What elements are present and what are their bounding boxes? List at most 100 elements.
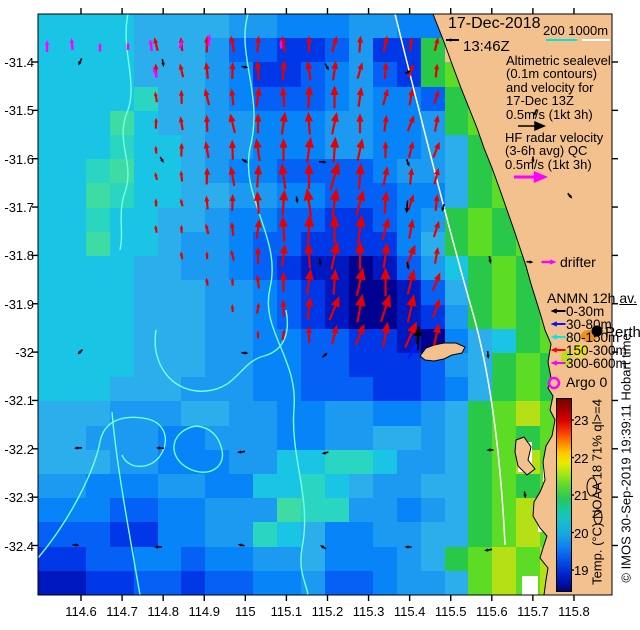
- sst-cell: [157, 498, 182, 523]
- sst-cell: [133, 159, 158, 184]
- sst-cell: [301, 38, 325, 63]
- sst-cell: [133, 449, 158, 474]
- sst-cell: [516, 207, 541, 232]
- sst-cell: [109, 62, 134, 87]
- sst-cell: [157, 280, 182, 305]
- sst-cell: [444, 86, 469, 111]
- sst-cell: [229, 183, 254, 208]
- sst-cell: [372, 377, 397, 402]
- sst-cell: [420, 498, 445, 523]
- sst-cell: [420, 546, 445, 571]
- sst-cell: [324, 546, 349, 571]
- sst-cell: [229, 38, 254, 63]
- lon-tick-label: 115.8: [558, 604, 590, 619]
- sst-cell: [205, 62, 230, 87]
- sst-cell: [396, 522, 421, 547]
- sst-cell: [301, 159, 325, 184]
- sst-cell: [157, 14, 182, 39]
- sst-cell: [324, 14, 349, 39]
- sst-cell: [372, 14, 397, 39]
- sst-cell: [468, 159, 493, 184]
- sst-cell: [324, 473, 349, 499]
- sst-cell: [420, 62, 445, 87]
- lat-tick-label: -31.5: [4, 103, 34, 119]
- sst-cell: [492, 280, 517, 305]
- sst-cell: [324, 449, 349, 474]
- sst-cell: [324, 207, 349, 232]
- sst-cell: [38, 377, 62, 402]
- sst-cell: [38, 207, 62, 232]
- sst-cell: [468, 110, 493, 136]
- sst-cell: [181, 280, 206, 305]
- sst-cell: [420, 570, 445, 595]
- sst-cell: [253, 183, 278, 208]
- sst-cell: [540, 304, 565, 329]
- sst-cell: [38, 110, 62, 136]
- sst-cell: [157, 570, 182, 595]
- sst-cell: [85, 256, 110, 281]
- sst-cell: [181, 304, 206, 329]
- anmn-depth-label: 30-80m: [566, 317, 612, 332]
- sst-cell: [444, 280, 469, 305]
- lon-tick-label: 114.9: [188, 604, 221, 619]
- sst-cell: [133, 473, 158, 499]
- sst-cell: [420, 38, 445, 63]
- hf-legend-line: HF radar velocity: [505, 130, 604, 145]
- sst-cell: [396, 546, 421, 571]
- sst-cell: [157, 352, 182, 378]
- hf-radar-legend: HF radar velocity (3-6h avg) QC 0.5m/s (1k…: [505, 130, 604, 172]
- sst-cell: [277, 207, 302, 232]
- sst-cell: [133, 401, 158, 426]
- sst-cell: [38, 449, 62, 474]
- lon-tick-label: 115: [234, 604, 256, 619]
- sst-cell: [61, 498, 86, 523]
- sst-cell: [253, 498, 278, 523]
- sst-cell: [516, 546, 541, 571]
- sst-cell: [372, 352, 397, 378]
- sst-cell: [324, 304, 349, 329]
- lat-tick-label: -32.3: [4, 490, 34, 506]
- sst-cell: [540, 328, 565, 353]
- sst-cell: [444, 328, 469, 353]
- sst-cell: [157, 256, 182, 281]
- sst-cell: [38, 86, 62, 111]
- sst-cell: [85, 38, 110, 63]
- sst-cell: [229, 522, 254, 547]
- sst-cell: [372, 135, 397, 160]
- sst-cell: [420, 377, 445, 402]
- sst-cell: [157, 62, 182, 87]
- sst-cell: [253, 110, 278, 136]
- sst-cell: [372, 62, 397, 87]
- lat-tick-label: -31.9: [4, 296, 34, 312]
- sst-cell: [277, 546, 302, 571]
- sst-cell: [492, 498, 517, 523]
- lon-tick-label: 115.1: [270, 604, 303, 619]
- sst-cell: [157, 473, 182, 499]
- sst-cell: [38, 304, 62, 329]
- sst-cell: [133, 377, 158, 402]
- sst-cell: [348, 231, 373, 257]
- sst-cell: [205, 401, 230, 426]
- sst-cell: [468, 256, 493, 281]
- sst-cell: [372, 183, 397, 208]
- sst-cell: [157, 86, 182, 111]
- sst-cell: [205, 280, 230, 305]
- sst-cell: [420, 280, 445, 305]
- sst-cell: [444, 183, 469, 208]
- sst-cell: [324, 183, 349, 208]
- sst-cell: [324, 425, 349, 450]
- sst-cell: [61, 377, 86, 402]
- sst-cell: [540, 183, 565, 208]
- sst-cell: [61, 522, 86, 547]
- sst-cell: [324, 377, 349, 402]
- sst-cell: [564, 231, 589, 257]
- sst-cell: [396, 159, 421, 184]
- sst-cell: [348, 352, 373, 378]
- sst-cell: [181, 570, 206, 595]
- sst-cell: [133, 352, 158, 378]
- sst-cell: [444, 304, 469, 329]
- sst-cell: [492, 183, 517, 208]
- sst-cell: [253, 62, 278, 87]
- sst-cell: [85, 207, 110, 232]
- sst-cell: [253, 473, 278, 499]
